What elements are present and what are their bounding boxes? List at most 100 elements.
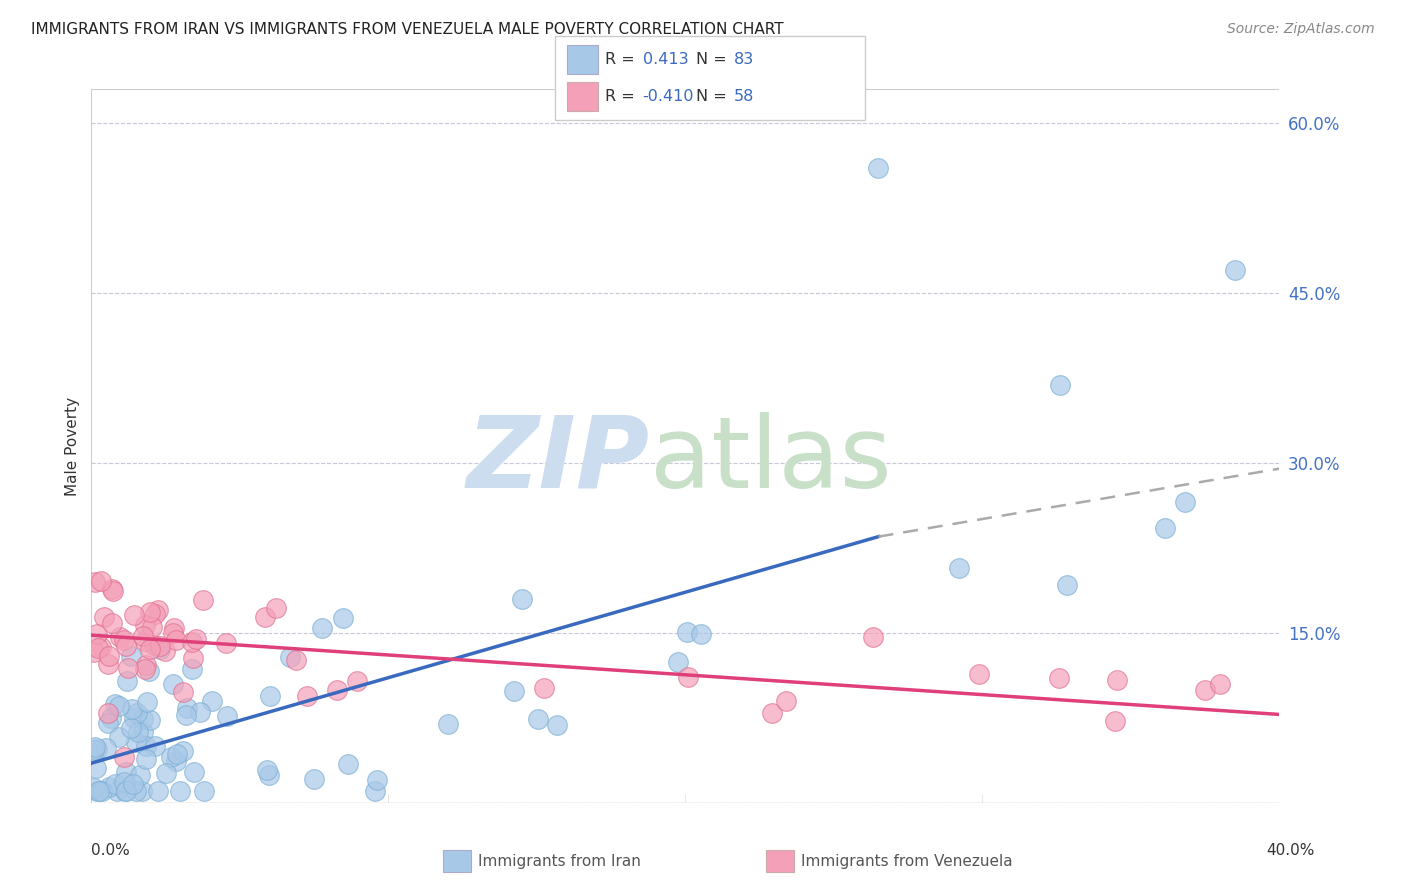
Point — [132, 629, 155, 643]
Text: atlas: atlas — [650, 412, 891, 508]
Text: 0.0%: 0.0% — [91, 843, 131, 858]
Point — [100, 616, 122, 631]
Text: R =: R = — [605, 89, 640, 104]
Point — [93, 610, 115, 624]
Point — [169, 784, 191, 798]
Point — [115, 765, 138, 780]
Point — [527, 711, 550, 725]
Text: 58: 58 — [734, 89, 754, 104]
Point — [502, 683, 524, 698]
Point — [134, 662, 156, 676]
Point — [121, 777, 143, 791]
Point — [346, 674, 368, 689]
Point — [155, 644, 177, 658]
Point — [689, 627, 711, 641]
Point — [165, 632, 187, 647]
Point — [183, 764, 205, 779]
Point — [131, 784, 153, 798]
Point — [332, 611, 354, 625]
Point — [108, 698, 131, 713]
Point — [125, 784, 148, 798]
Point — [181, 635, 204, 649]
Point — [108, 630, 131, 644]
Point — [100, 582, 122, 597]
Point — [104, 776, 127, 790]
Point — [176, 700, 198, 714]
Point — [948, 561, 970, 575]
Y-axis label: Male Poverty: Male Poverty — [65, 396, 80, 496]
Text: -0.410: -0.410 — [643, 89, 695, 104]
Point — [143, 607, 166, 622]
Point — [86, 784, 108, 798]
Point — [122, 608, 145, 623]
Point — [83, 781, 105, 796]
Point — [112, 633, 135, 648]
Point — [163, 621, 186, 635]
Point — [1174, 495, 1197, 509]
Text: Immigrants from Venezuela: Immigrants from Venezuela — [801, 855, 1014, 869]
Point — [761, 706, 783, 720]
Point — [165, 755, 187, 769]
Point — [84, 739, 107, 754]
Point — [98, 780, 121, 794]
Point — [1056, 578, 1078, 592]
Point — [121, 702, 143, 716]
Text: Source: ZipAtlas.com: Source: ZipAtlas.com — [1227, 22, 1375, 37]
Point — [1047, 671, 1070, 685]
Point — [135, 658, 157, 673]
Point — [1153, 521, 1175, 535]
Point — [146, 784, 169, 798]
Point — [181, 650, 204, 665]
Point — [142, 638, 165, 652]
Point — [103, 584, 125, 599]
Point — [114, 784, 136, 798]
Point — [191, 592, 214, 607]
Point — [285, 653, 308, 667]
Point — [91, 784, 114, 798]
Point — [311, 621, 333, 635]
Point — [114, 784, 136, 798]
Point — [160, 750, 183, 764]
Point — [120, 648, 142, 663]
Point — [162, 626, 184, 640]
Point — [112, 750, 135, 764]
Point — [132, 713, 155, 727]
Point — [166, 747, 188, 761]
Point — [676, 624, 699, 639]
Point — [135, 695, 157, 709]
Text: ZIP: ZIP — [467, 412, 650, 508]
Point — [678, 670, 700, 684]
Point — [83, 645, 105, 659]
Point — [134, 634, 156, 648]
Point — [84, 575, 107, 590]
Point — [214, 636, 236, 650]
Point — [302, 772, 325, 786]
Text: IMMIGRANTS FROM IRAN VS IMMIGRANTS FROM VENEZUELA MALE POVERTY CORRELATION CHART: IMMIGRANTS FROM IRAN VS IMMIGRANTS FROM … — [31, 22, 783, 37]
Point — [98, 649, 121, 664]
Point — [1049, 377, 1071, 392]
Point — [259, 768, 281, 782]
Text: R =: R = — [605, 52, 640, 67]
Point — [139, 713, 162, 727]
Point — [666, 656, 689, 670]
Point — [155, 766, 177, 780]
Point — [115, 640, 138, 654]
Point — [83, 743, 105, 757]
Point — [254, 609, 277, 624]
Point — [115, 674, 138, 689]
Point — [259, 689, 281, 703]
Point — [337, 756, 360, 771]
Point — [533, 681, 555, 695]
Point — [775, 694, 797, 708]
Point — [86, 741, 108, 756]
Point — [193, 784, 215, 798]
Point — [201, 694, 224, 708]
Point — [172, 744, 194, 758]
Point — [125, 706, 148, 721]
Text: 40.0%: 40.0% — [1267, 843, 1315, 858]
Point — [146, 602, 169, 616]
Point — [188, 705, 211, 719]
Point — [1209, 677, 1232, 691]
Point — [135, 739, 157, 754]
Point — [120, 722, 142, 736]
